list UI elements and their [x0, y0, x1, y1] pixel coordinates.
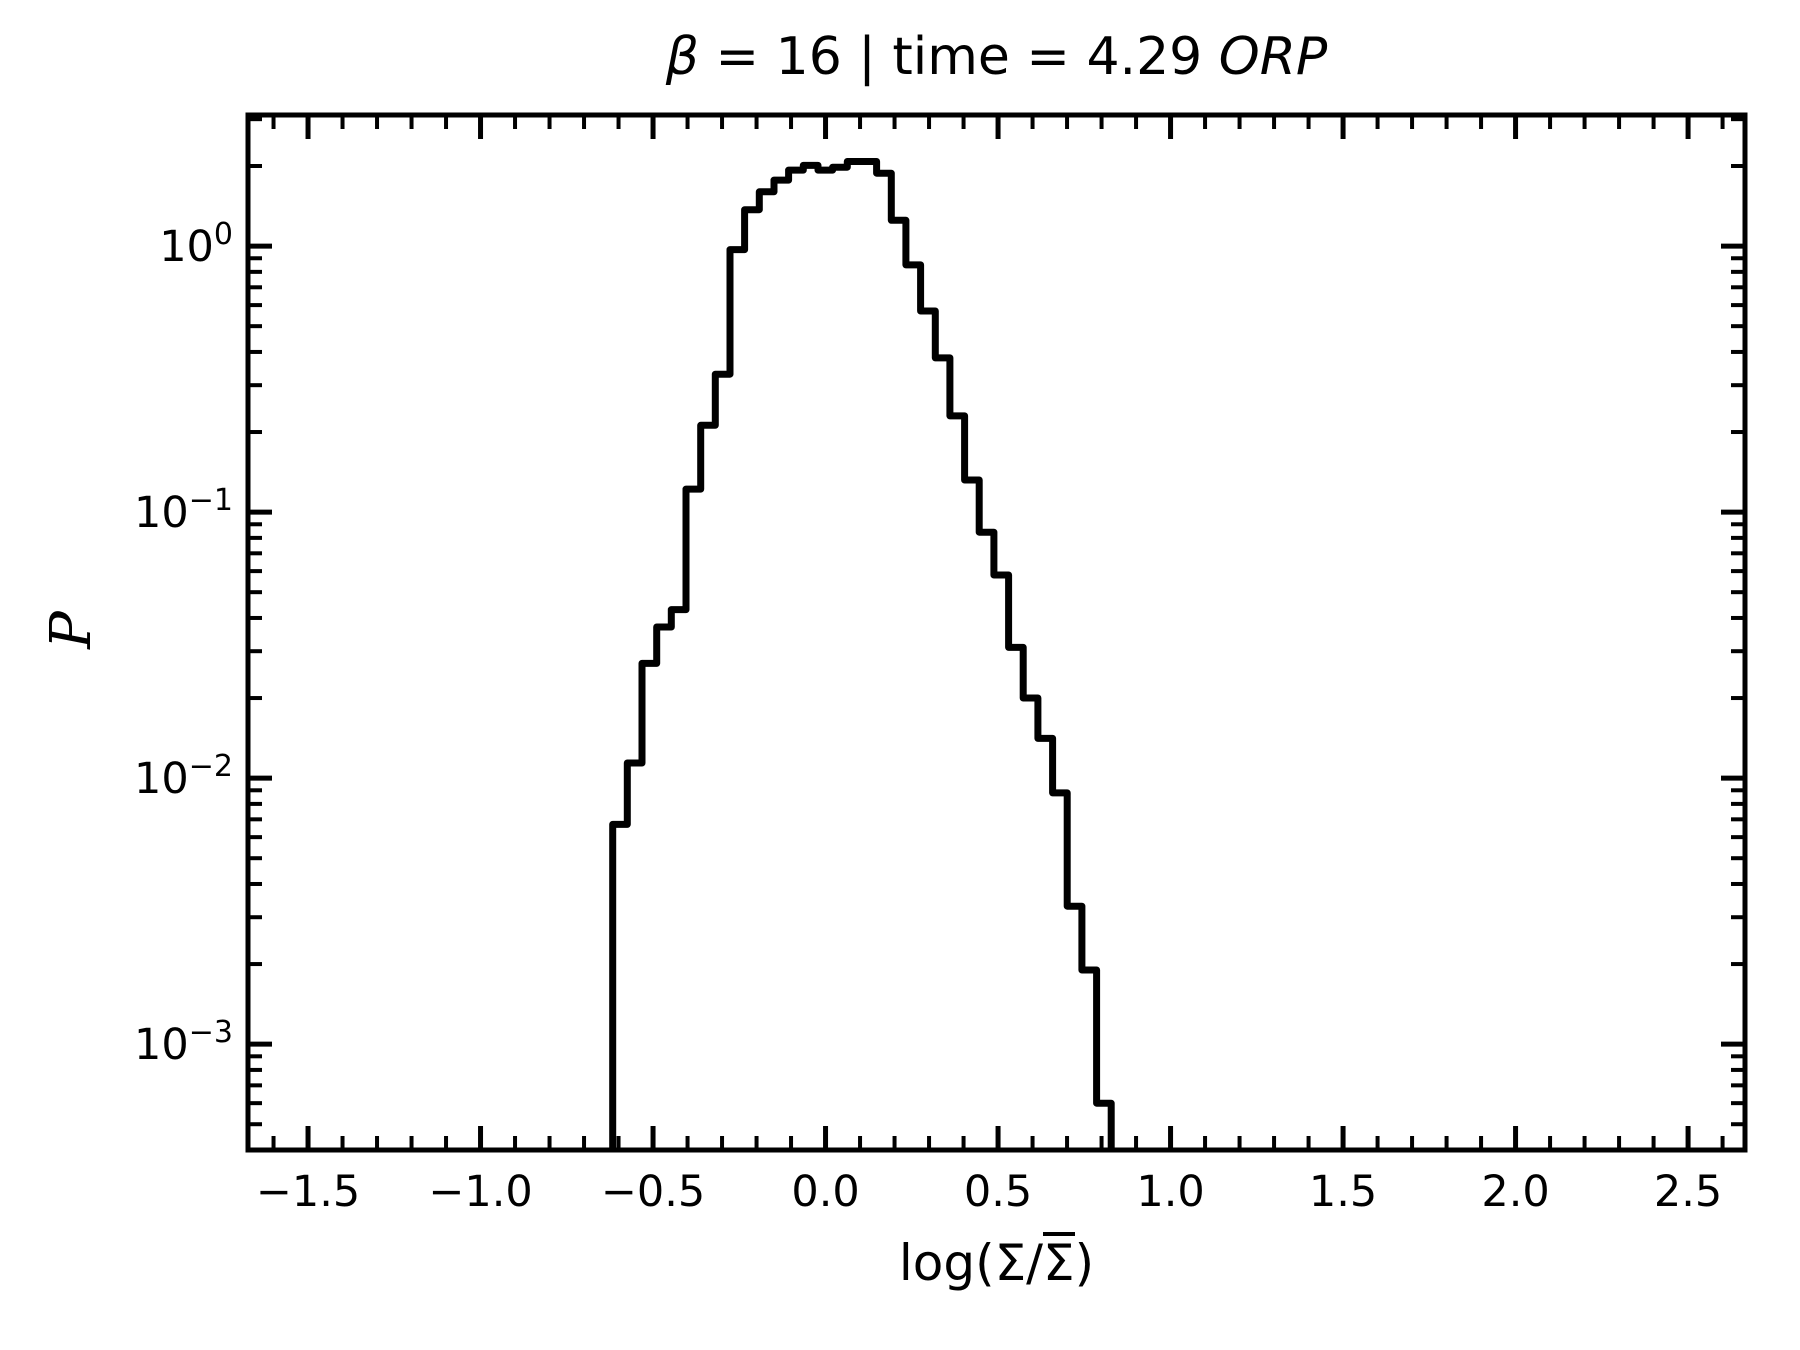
- y-axis-label: P: [39, 611, 104, 649]
- x-tick-label: 0.0: [791, 1167, 859, 1217]
- plot-title: β = 16 | time = 4.29 ORP: [248, 27, 1745, 88]
- x-tick-label: −0.5: [601, 1167, 705, 1217]
- xlabel-sigma-overbar: Σ: [1043, 1232, 1075, 1292]
- x-tick-label: 0.5: [964, 1167, 1032, 1217]
- x-tick-label: 1.0: [1136, 1167, 1204, 1217]
- title-orp: ORP: [1218, 27, 1328, 87]
- x-tick-label: −1.0: [428, 1167, 532, 1217]
- x-tick-label: 1.5: [1309, 1167, 1377, 1217]
- x-tick-label: 2.5: [1654, 1167, 1722, 1217]
- x-tick-label: −1.5: [256, 1167, 360, 1217]
- title-beta: β: [665, 27, 699, 87]
- x-tick-labels: −1.5 −1.0 −0.5 0.0 0.5 1.0 1.5 2.0 2.5: [256, 115, 1722, 1217]
- title-mid: = 16 | time = 4.29: [698, 27, 1219, 87]
- histogram-step-curve: [609, 158, 1115, 1150]
- x-axis-label: log(Σ/Σ): [248, 1232, 1745, 1293]
- axes-spines: [245, 112, 1748, 1153]
- xlabel-prefix: log(Σ/: [898, 1234, 1044, 1292]
- xlabel-suffix: ): [1074, 1234, 1095, 1292]
- y-tick-label: 100: [159, 217, 233, 272]
- x-tick-label: 2.0: [1481, 1167, 1549, 1217]
